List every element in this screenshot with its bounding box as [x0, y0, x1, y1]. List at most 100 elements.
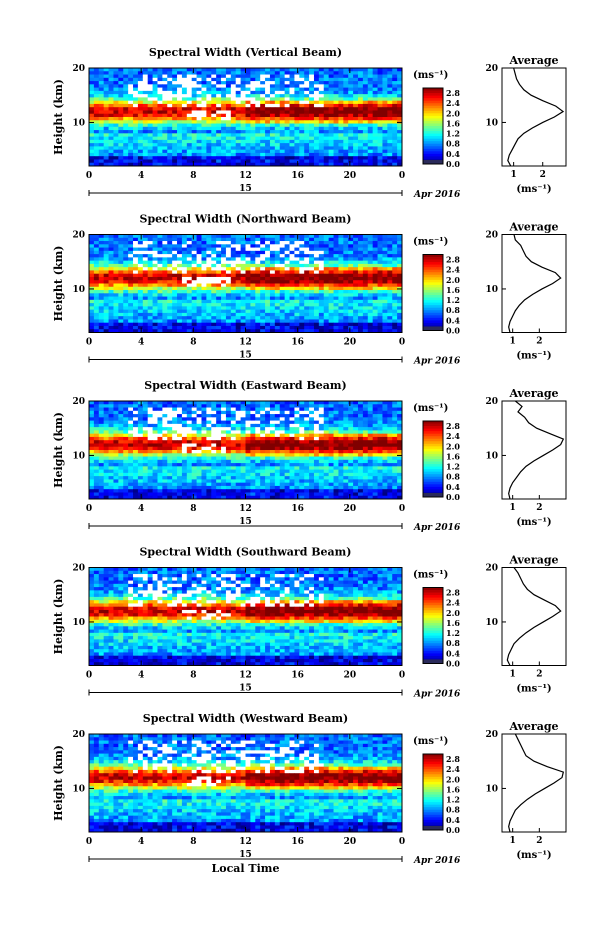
heatmap-cell [128, 234, 134, 239]
heatmap-cell [147, 319, 153, 324]
colorbar-swatch [423, 310, 443, 314]
heatmap-cell [343, 250, 349, 255]
heatmap-cell [113, 286, 119, 291]
heatmap-cell [221, 120, 227, 124]
heatmap-cell [323, 263, 330, 268]
heatmap-cell [367, 306, 374, 311]
heatmap-cell [265, 404, 271, 408]
heatmap-cell [103, 159, 109, 164]
heatmap-cell [299, 404, 305, 408]
heatmap-cell [333, 410, 339, 415]
heatmap-cell [89, 414, 95, 418]
heatmap-cell [353, 407, 359, 412]
heatmap-cell [318, 290, 325, 294]
heatmap-cell [338, 87, 344, 92]
heatmap-cell [323, 234, 330, 239]
heatmap-cell [123, 433, 129, 438]
heatmap-cell [309, 280, 315, 284]
heatmap-cell [309, 430, 315, 435]
heatmap-cell [279, 440, 286, 444]
heatmap-cell [353, 130, 359, 134]
heatmap-cell [309, 303, 315, 307]
heatmap-cell [89, 103, 95, 108]
y-axis-label: Height (km) [52, 79, 65, 155]
heatmap-cell [162, 100, 168, 105]
heatmap-cell [240, 234, 246, 239]
heatmap-cell [255, 443, 261, 448]
heatmap-cell [157, 68, 163, 72]
heatmap-cell [240, 316, 246, 320]
heatmap-cell [211, 126, 217, 131]
heatmap-cell [216, 68, 222, 72]
heatmap-cell [260, 440, 266, 444]
heatmap-cell [304, 149, 310, 154]
heatmap-cell [318, 276, 325, 281]
heatmap-cell [299, 286, 305, 291]
heatmap-cell [318, 84, 325, 88]
heatmap-cell [328, 90, 334, 95]
heatmap-cell [353, 146, 359, 151]
heatmap-cell [367, 146, 374, 151]
heatmap-cell [362, 417, 369, 421]
heatmap-cell [274, 81, 281, 85]
heatmap-cell [309, 254, 315, 258]
heatmap-cell [93, 87, 100, 92]
heatmap-cell [353, 117, 359, 121]
heatmap-cell [304, 299, 310, 304]
heatmap-cell [348, 436, 354, 441]
heatmap-cell [93, 100, 100, 105]
heatmap-cell [240, 401, 246, 405]
colorbar-tick-label: 2.8 [446, 88, 460, 98]
heatmap-cell [167, 296, 173, 301]
heatmap-cell [392, 156, 398, 160]
heatmap-cell [98, 414, 105, 418]
heatmap-cell [357, 440, 364, 444]
heatmap-cell [186, 103, 193, 108]
heatmap-cell [113, 420, 119, 425]
heatmap-cell [348, 241, 354, 245]
heatmap-cell [323, 237, 330, 242]
heatmap-cell [318, 280, 325, 284]
heatmap-cell [93, 440, 100, 444]
heatmap-cell [147, 260, 153, 265]
heatmap-cell [353, 113, 359, 118]
heatmap-cell [333, 325, 339, 330]
heatmap-cell [133, 100, 139, 105]
heatmap-cell [177, 329, 183, 333]
heatmap-cell [245, 247, 251, 252]
heatmap-cell [89, 133, 95, 137]
heatmap-cell [89, 443, 95, 448]
heatmap-cell [338, 303, 344, 307]
heatmap-cell [265, 299, 271, 304]
heatmap-cell [333, 71, 339, 75]
heatmap-cell [206, 146, 212, 151]
heatmap-cell [353, 244, 359, 248]
heatmap-cell [98, 260, 105, 265]
heatmap-cell [191, 283, 197, 288]
heatmap-cell [274, 423, 281, 428]
heatmap-cell [362, 133, 369, 137]
heatmap-cell [191, 139, 197, 144]
heatmap-cell [284, 237, 290, 242]
heatmap-cell [221, 113, 227, 118]
heatmap-cell [235, 139, 242, 144]
heatmap-cell [211, 120, 217, 124]
heatmap-cell [304, 247, 310, 252]
heatmap-cell [206, 152, 212, 157]
heatmap-cell [113, 133, 119, 137]
heatmap-cell [323, 290, 330, 294]
heatmap-cell [265, 319, 271, 324]
heatmap-cell [323, 283, 330, 288]
heatmap-cell [313, 110, 320, 115]
heatmap-cell [186, 146, 193, 151]
heatmap-cell [367, 250, 374, 255]
heatmap-cell [265, 433, 271, 438]
heatmap-cell [377, 71, 383, 75]
heatmap-cell [392, 329, 398, 333]
heatmap-cell [323, 446, 330, 451]
heatmap-cell [152, 423, 158, 428]
heatmap-cell [245, 414, 251, 418]
heatmap-cell [357, 68, 364, 72]
heatmap-cell [181, 446, 188, 451]
heatmap-cell [299, 410, 305, 415]
